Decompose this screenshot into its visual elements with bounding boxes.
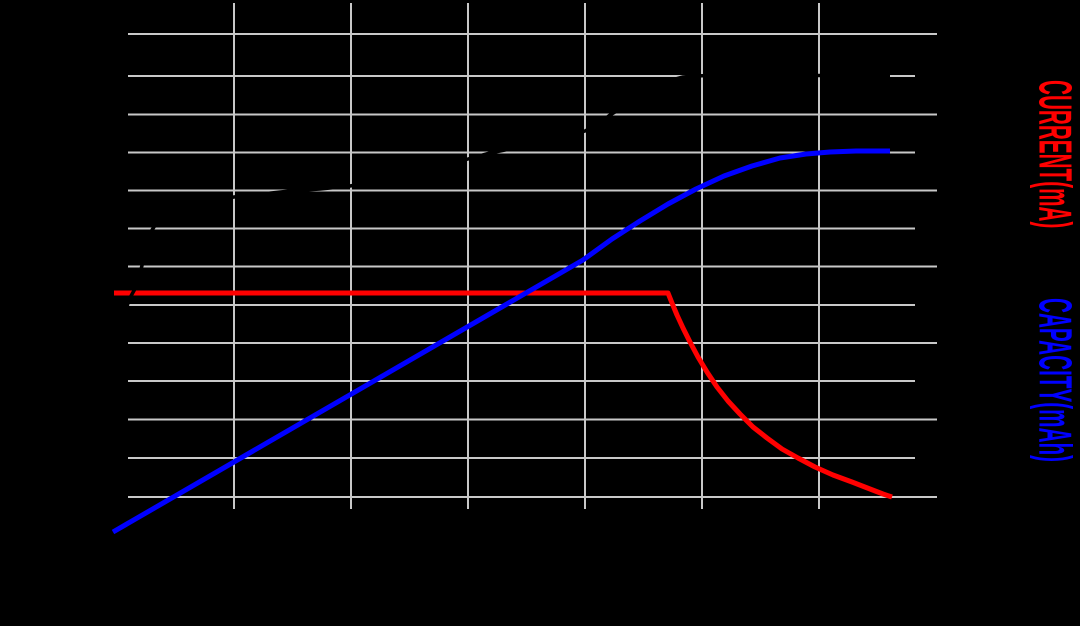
voltage-curve [117,73,890,353]
right-axis-label-current: CURRENT(mA) [1029,80,1080,229]
right-axis-label-capacity: CAPACITY(mAh) [1029,298,1080,463]
current-curve [114,290,893,500]
capacity-curve [111,148,890,535]
